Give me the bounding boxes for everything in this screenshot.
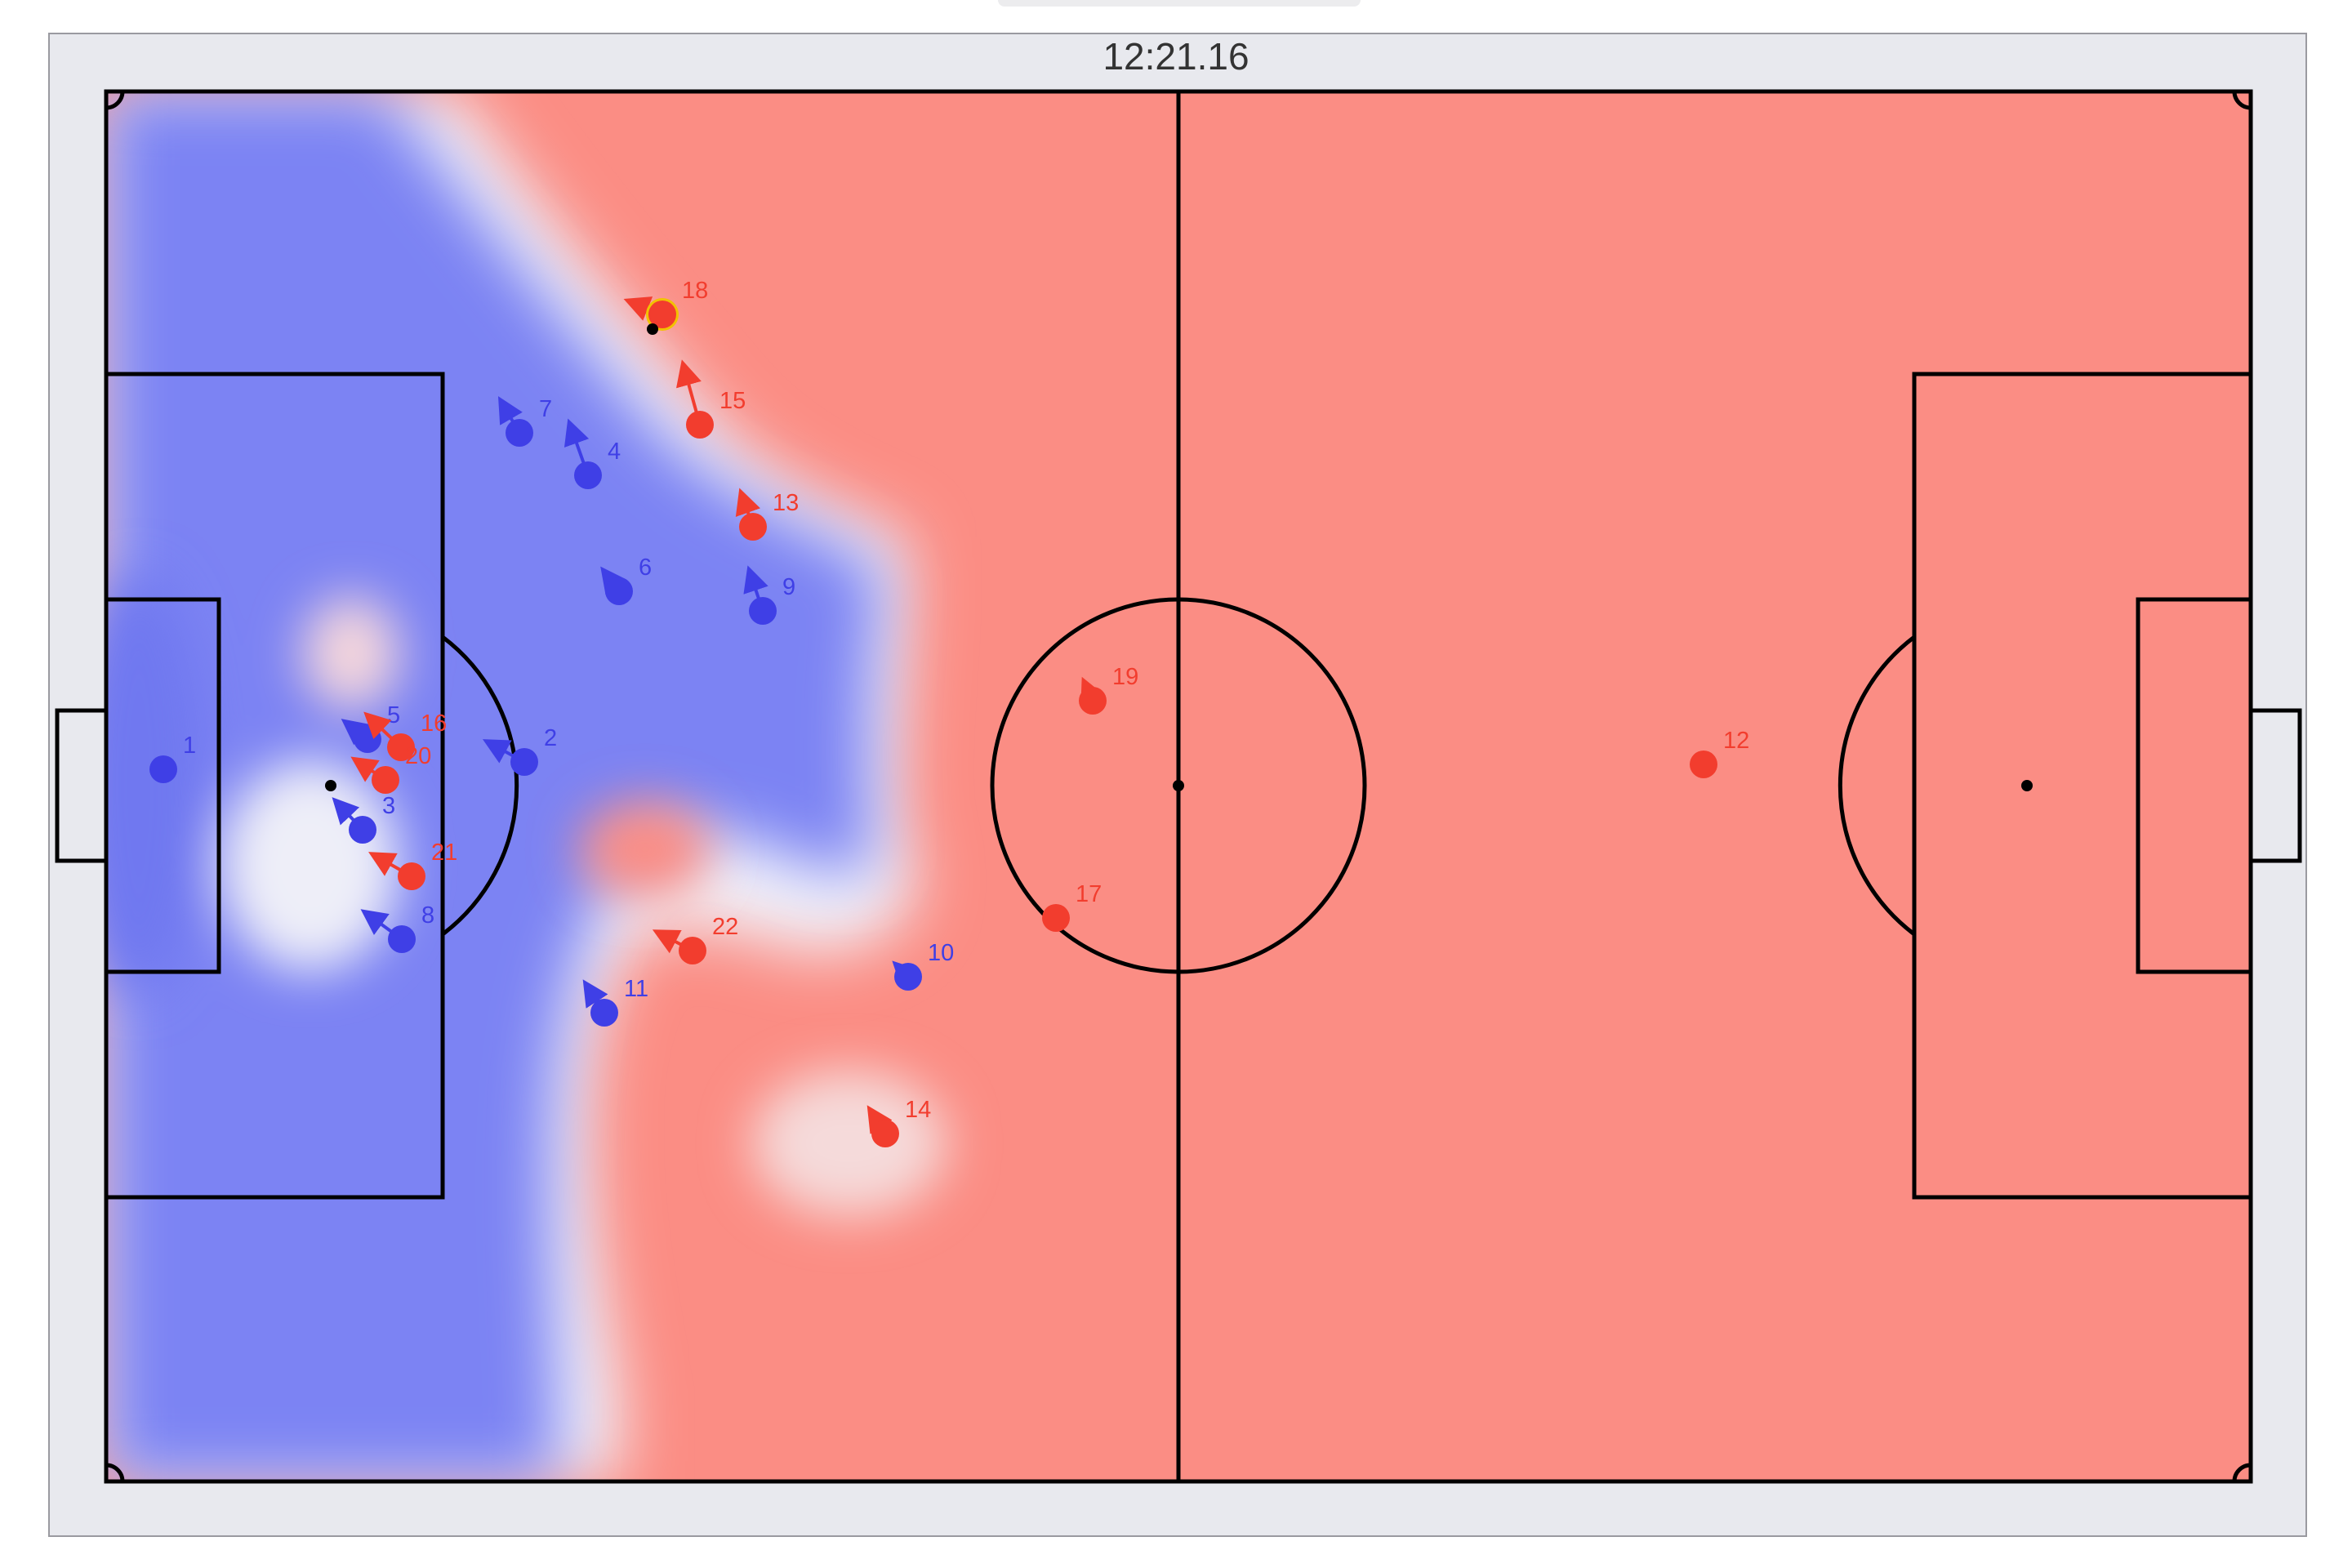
player-marker (398, 862, 425, 890)
player-away-15: 15 (676, 359, 746, 439)
player-away-19: 19 (1079, 664, 1138, 715)
player-marker (510, 748, 538, 776)
player-marker (506, 419, 533, 447)
corner-arc-top-left (105, 91, 125, 110)
player-number-label: 13 (773, 490, 799, 516)
pitch-spots (325, 780, 2033, 791)
player-marker (749, 597, 777, 625)
player-marker (648, 301, 676, 328)
corner-arc-top-right (2232, 91, 2252, 110)
player-home-7: 7 (497, 396, 552, 447)
right-penalty-arc (1838, 635, 1916, 936)
player-marker (686, 411, 714, 439)
player-home-4: 4 (564, 418, 621, 489)
player-marker (590, 999, 618, 1027)
player-number-label: 8 (421, 902, 434, 929)
player-number-label: 15 (719, 388, 746, 414)
player-marker (387, 733, 415, 761)
player-home-2: 2 (482, 725, 557, 776)
player-marker (605, 577, 633, 605)
player-home-11: 11 (582, 976, 648, 1027)
player-home-1: 1 (149, 733, 196, 783)
centre-circle (990, 597, 1367, 974)
player-number-label: 19 (1112, 664, 1138, 690)
player-away-13: 13 (735, 488, 799, 541)
player-away-18: 18 (623, 278, 708, 331)
player-number-label: 21 (431, 840, 457, 866)
player-home-6: 6 (600, 555, 652, 605)
top-tab (998, 0, 1361, 7)
ball (647, 323, 658, 335)
player-marker (1690, 751, 1717, 778)
player-number-label: 16 (421, 710, 447, 737)
player-number-label: 2 (544, 725, 557, 751)
player-number-label: 17 (1076, 881, 1102, 907)
centre-spot (1173, 780, 1184, 791)
right-goal (2248, 708, 2302, 863)
player-number-label: 1 (183, 733, 196, 759)
player-home-9: 9 (743, 565, 795, 625)
player-marker (149, 755, 177, 783)
player-number-label: 4 (608, 439, 621, 465)
player-home-10: 10 (892, 940, 954, 991)
player-marker (354, 725, 381, 753)
player-home-8: 8 (360, 902, 434, 953)
player-number-label: 3 (382, 793, 395, 819)
player-number-label: 7 (539, 396, 552, 422)
player-marker (372, 766, 399, 794)
player-away-21: 21 (368, 840, 457, 890)
player-number-label: 6 (639, 555, 652, 581)
control-surface (106, 91, 2251, 1481)
player-number-label: 10 (928, 940, 954, 966)
right-penalty-spot (2021, 780, 2033, 791)
player-marker (871, 1120, 899, 1147)
player-marker (574, 461, 602, 489)
player-away-12: 12 (1690, 728, 1749, 778)
left-goal (55, 708, 109, 863)
player-away-22: 22 (652, 914, 738, 964)
player-number-label: 5 (387, 702, 400, 728)
player-marker (1042, 904, 1070, 932)
player-marker (1079, 687, 1107, 715)
player-number-label: 18 (682, 278, 708, 304)
player-number-label: 20 (405, 743, 431, 769)
player-marker (679, 937, 706, 964)
left-penalty-spot (325, 780, 336, 791)
player-number-label: 22 (712, 914, 738, 940)
player-number-label: 12 (1723, 728, 1749, 754)
corner-arc-bottom-left (105, 1463, 125, 1482)
player-marker (349, 816, 376, 844)
player-away-14: 14 (866, 1097, 931, 1147)
player-away-16: 16 (363, 710, 447, 761)
corner-arc-bottom-right (2232, 1463, 2252, 1482)
player-number-label: 9 (782, 574, 795, 600)
player-number-label: 14 (905, 1097, 931, 1123)
player-marker (894, 963, 922, 991)
player-away-20: 20 (350, 743, 431, 794)
match-clock: 12:21.16 (1102, 35, 1250, 78)
player-away-17: 17 (1042, 881, 1102, 932)
left-penalty-arc (441, 635, 519, 936)
player-home-3: 3 (332, 793, 395, 844)
player-marker (739, 513, 767, 541)
player-number-label: 11 (624, 976, 648, 1002)
player-marker (388, 925, 416, 953)
